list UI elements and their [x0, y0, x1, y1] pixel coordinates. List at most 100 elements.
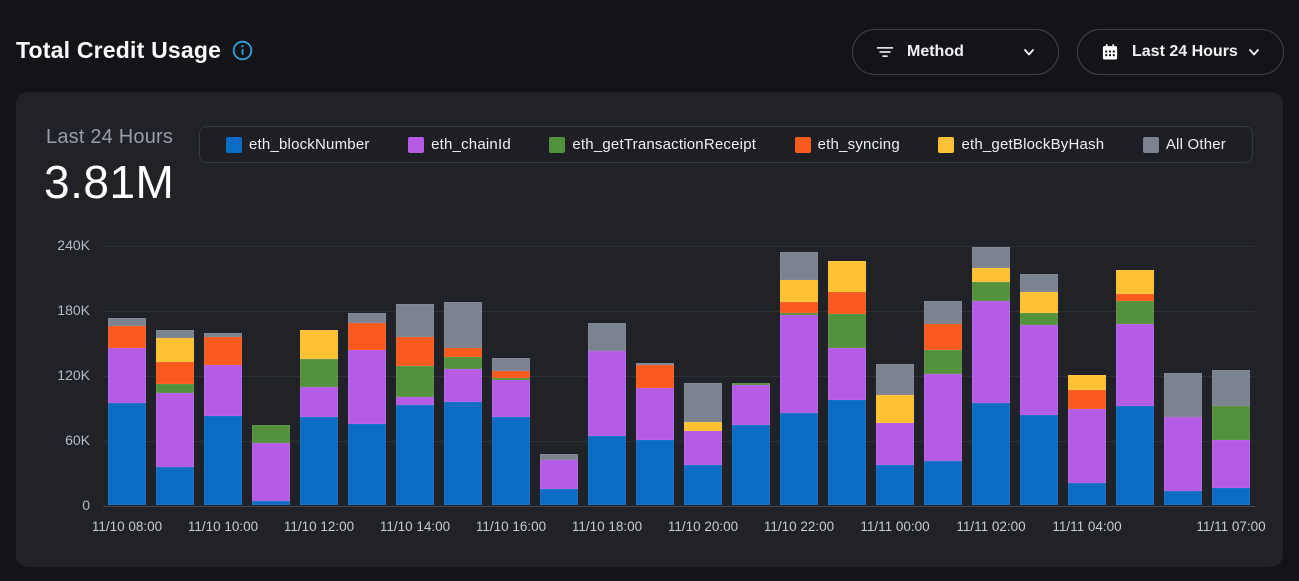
bar-segment[interactable] [204, 416, 242, 505]
bar-segment[interactable] [252, 500, 290, 505]
bar-segment[interactable] [444, 347, 482, 357]
bar-segment[interactable] [156, 362, 194, 384]
bar-segment[interactable] [828, 314, 866, 348]
bar-column[interactable] [636, 362, 674, 505]
bar-segment[interactable] [348, 423, 386, 505]
bar-segment[interactable] [252, 443, 290, 501]
bar-segment[interactable] [108, 318, 146, 327]
bar-segment[interactable] [540, 459, 578, 489]
bar-segment[interactable] [300, 386, 338, 418]
bar-segment[interactable] [780, 412, 818, 505]
bar-segment[interactable] [780, 315, 818, 413]
legend-item[interactable]: eth_getBlockByHash [938, 136, 1104, 153]
bar-column[interactable] [1020, 274, 1058, 505]
bar-column[interactable] [1212, 369, 1250, 505]
bar-column[interactable] [828, 261, 866, 505]
bar-segment[interactable] [828, 347, 866, 400]
bar-segment[interactable] [636, 362, 674, 366]
bar-segment[interactable] [300, 358, 338, 387]
bar-segment[interactable] [156, 338, 194, 363]
bar-segment[interactable] [780, 251, 818, 280]
bar-column[interactable] [1116, 269, 1154, 505]
bar-segment[interactable] [732, 384, 770, 425]
bar-segment[interactable] [972, 403, 1010, 505]
bar-segment[interactable] [732, 382, 770, 385]
bar-column[interactable] [780, 251, 818, 505]
bar-segment[interactable] [1164, 372, 1202, 418]
bar-column[interactable] [108, 318, 146, 505]
bar-segment[interactable] [396, 405, 434, 505]
bar-column[interactable] [1068, 375, 1106, 505]
bar-column[interactable] [204, 333, 242, 505]
bar-segment[interactable] [156, 383, 194, 394]
bar-segment[interactable] [1212, 406, 1250, 441]
bar-segment[interactable] [444, 402, 482, 505]
bar-column[interactable] [396, 303, 434, 505]
bar-segment[interactable] [1068, 408, 1106, 484]
bar-segment[interactable] [924, 301, 962, 325]
bar-segment[interactable] [396, 396, 434, 406]
bar-column[interactable] [588, 323, 626, 505]
bar-segment[interactable] [1116, 406, 1154, 505]
legend-item[interactable]: eth_blockNumber [226, 136, 370, 153]
bar-column[interactable] [156, 329, 194, 505]
bar-segment[interactable] [540, 488, 578, 505]
bar-segment[interactable] [780, 279, 818, 303]
bar-segment[interactable] [636, 440, 674, 505]
bar-segment[interactable] [204, 365, 242, 417]
bar-segment[interactable] [444, 356, 482, 369]
bar-segment[interactable] [828, 399, 866, 505]
bar-segment[interactable] [876, 422, 914, 465]
bar-segment[interactable] [492, 378, 530, 381]
bar-segment[interactable] [1020, 291, 1058, 314]
bar-segment[interactable] [684, 464, 722, 505]
bar-segment[interactable] [540, 454, 578, 460]
bar-column[interactable] [444, 302, 482, 505]
bar-segment[interactable] [492, 380, 530, 418]
bar-segment[interactable] [492, 370, 530, 379]
bar-segment[interactable] [108, 347, 146, 404]
bar-column[interactable] [876, 364, 914, 505]
bar-segment[interactable] [1116, 301, 1154, 325]
bar-segment[interactable] [396, 366, 434, 397]
bar-segment[interactable] [444, 302, 482, 348]
bar-segment[interactable] [684, 382, 722, 422]
bar-segment[interactable] [1164, 417, 1202, 491]
bar-column[interactable] [252, 424, 290, 505]
bar-segment[interactable] [732, 424, 770, 505]
info-icon[interactable] [231, 39, 254, 62]
legend-item[interactable]: eth_syncing [794, 136, 900, 153]
legend-item[interactable]: eth_getTransactionReceipt [549, 136, 756, 153]
bar-column[interactable] [348, 313, 386, 505]
bar-segment[interactable] [924, 460, 962, 505]
bar-segment[interactable] [876, 464, 914, 505]
bar-segment[interactable] [828, 261, 866, 292]
bar-segment[interactable] [108, 326, 146, 348]
bar-segment[interactable] [924, 324, 962, 351]
bar-segment[interactable] [396, 337, 434, 367]
bar-segment[interactable] [156, 393, 194, 468]
bar-segment[interactable] [348, 323, 386, 351]
bar-segment[interactable] [300, 329, 338, 359]
bar-segment[interactable] [348, 313, 386, 324]
bar-segment[interactable] [1116, 324, 1154, 407]
bar-column[interactable] [924, 301, 962, 505]
bar-segment[interactable] [636, 388, 674, 440]
bar-segment[interactable] [1020, 415, 1058, 505]
bar-segment[interactable] [348, 350, 386, 424]
bar-column[interactable] [300, 329, 338, 505]
bar-segment[interactable] [972, 281, 1010, 302]
bar-segment[interactable] [876, 364, 914, 395]
bar-segment[interactable] [588, 351, 626, 436]
bar-column[interactable] [684, 382, 722, 505]
bar-segment[interactable] [1020, 274, 1058, 292]
bar-segment[interactable] [972, 301, 1010, 404]
bar-segment[interactable] [1164, 490, 1202, 505]
bar-segment[interactable] [1116, 293, 1154, 302]
bar-segment[interactable] [780, 313, 818, 316]
bar-segment[interactable] [156, 329, 194, 339]
bar-segment[interactable] [396, 303, 434, 338]
bar-segment[interactable] [684, 421, 722, 432]
time-range-dropdown[interactable]: Last 24 Hours [1077, 29, 1284, 75]
bar-segment[interactable] [1116, 269, 1154, 294]
